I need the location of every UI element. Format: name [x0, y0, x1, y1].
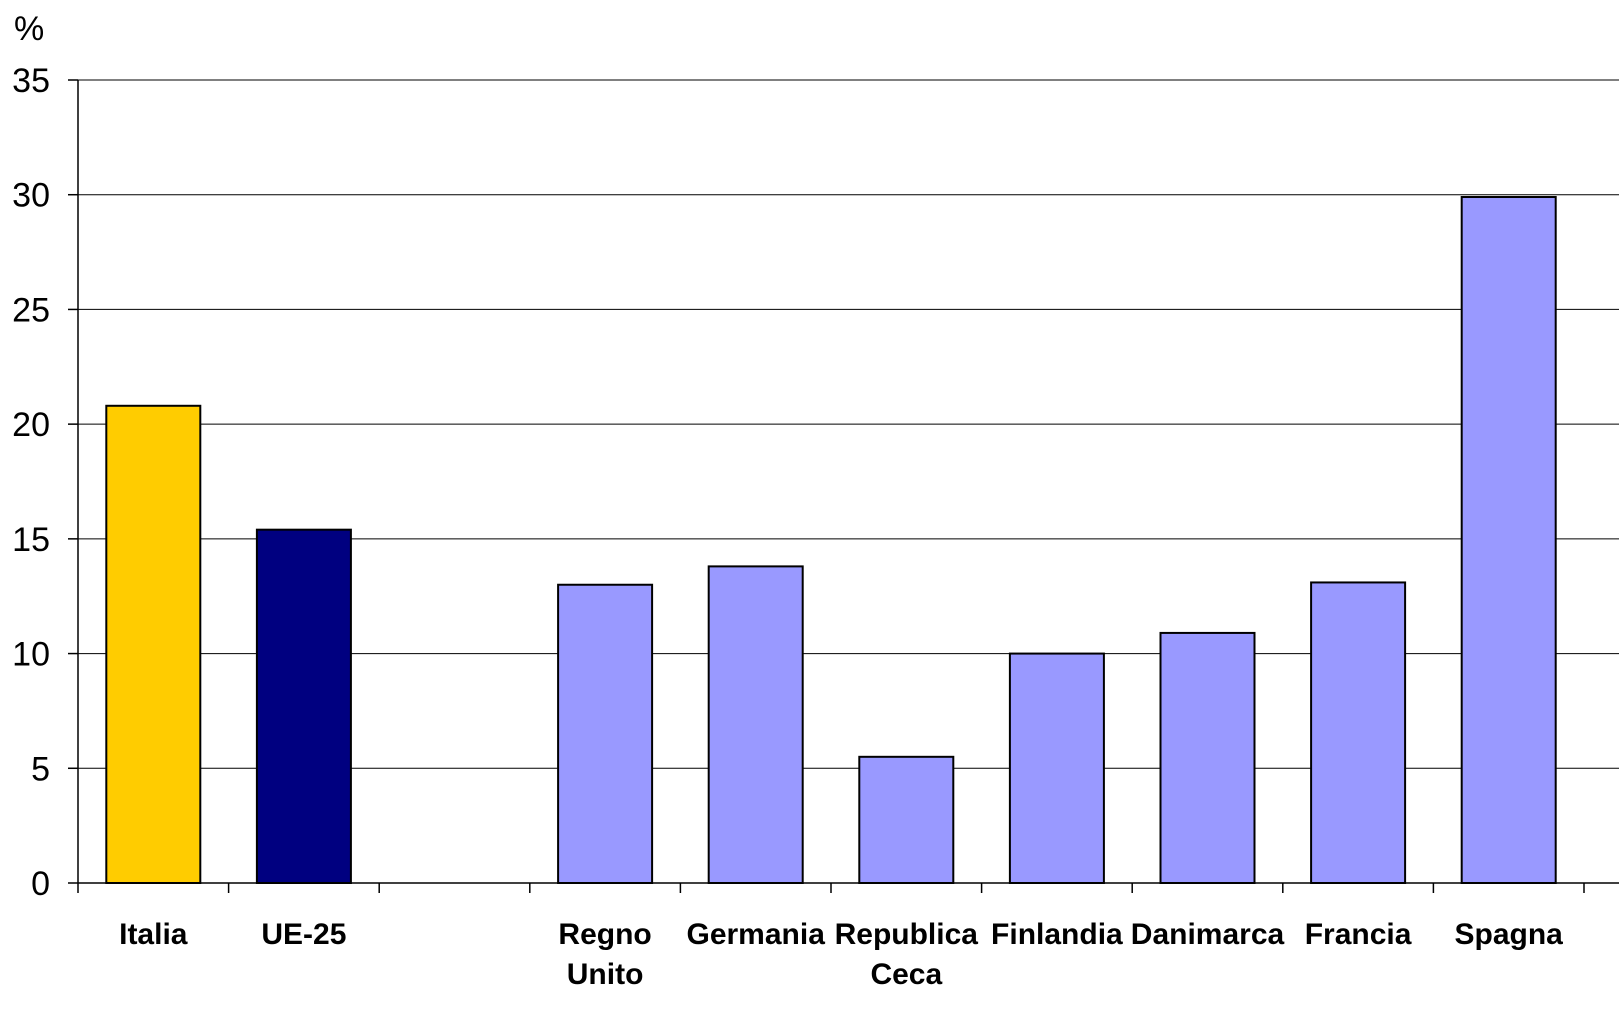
y-tick-label: 10 — [12, 636, 50, 674]
y-tick-label: 5 — [31, 750, 50, 788]
y-tick-label: 25 — [12, 291, 50, 329]
bar — [1159, 631, 1256, 884]
x-category-label: Danimarca — [1131, 918, 1285, 951]
x-category-label: Unito — [567, 958, 644, 991]
bar — [255, 528, 352, 884]
y-tick-label: 30 — [12, 177, 50, 215]
y-tick-label: 15 — [12, 521, 50, 559]
x-category-label: Italia — [119, 918, 188, 951]
x-category-label: Francia — [1305, 918, 1412, 951]
bar — [1008, 652, 1105, 884]
y-tick-label: 0 — [31, 865, 50, 903]
axes — [68, 79, 1619, 893]
y-tick-labels: 0 5 10 15 20 25 30 35 — [12, 62, 50, 903]
bar — [858, 755, 955, 884]
x-category-label: Ceca — [870, 958, 942, 991]
x-category-labels: Italia UE-25 Regno Unito Germania Republica Ce… — [119, 918, 1563, 991]
bar — [1460, 196, 1557, 885]
x-category-label: UE-25 — [261, 918, 346, 951]
x-category-label: Republica — [835, 918, 979, 951]
y-tick-label: 20 — [12, 406, 50, 444]
y-unit-label: % — [14, 10, 44, 48]
y-tick-label: 35 — [12, 62, 50, 100]
bar — [1310, 581, 1407, 884]
x-category-label: Germania — [686, 918, 825, 951]
bar — [557, 583, 654, 884]
bar — [707, 565, 804, 884]
x-category-label: Regno — [558, 918, 651, 951]
bars — [105, 196, 1557, 885]
bar — [105, 404, 202, 884]
x-category-label: Spagna — [1455, 918, 1564, 951]
x-category-label: Finlandia — [991, 918, 1123, 951]
